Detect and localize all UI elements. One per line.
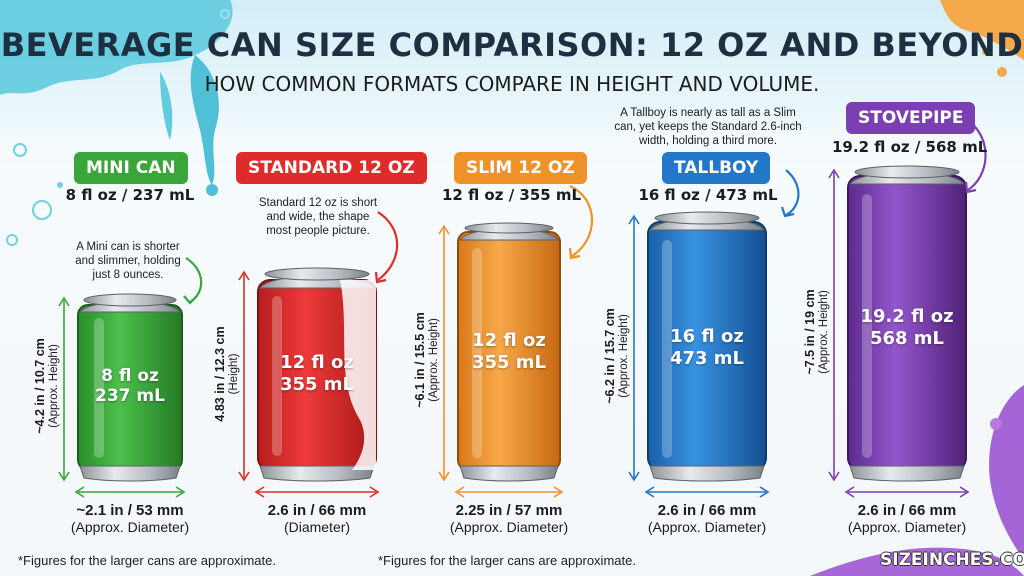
slim-can-diameter-caption: (Approx. Diameter)	[449, 519, 569, 535]
standard-can-diameter-value: 2.6 in / 66 mm	[267, 502, 367, 519]
footnote-right: *Figures for the larger cans are approxi…	[378, 553, 636, 568]
diameter-arrows	[74, 486, 970, 498]
stovepipe-diameter: 2.6 in / 66 mm (Approx. Diameter)	[832, 502, 982, 536]
tallboy-can-graphic	[647, 211, 767, 482]
tallboy-label-oz: 16 fl oz	[670, 326, 744, 347]
slim-can-height-caption: (Approx. Height)	[428, 318, 440, 402]
page-subtitle: HOW COMMON FORMATS COMPARE IN HEIGHT AND…	[204, 72, 820, 96]
standard-can-height: 4.83 in / 12.3 cm (Height)	[213, 294, 241, 454]
orange-splash	[940, 0, 1024, 77]
slim-can-graphic	[457, 222, 561, 482]
tallboy-height-caption: (Approx. Height)	[618, 314, 630, 398]
tallboy-label: 16 fl oz 473 mL	[648, 326, 766, 369]
standard-can-badge: STANDARD 12 OZ	[236, 152, 427, 184]
standard-can-diameter-caption: (Diameter)	[283, 519, 351, 535]
tallboy-diameter-caption: (Approx. Diameter)	[647, 519, 767, 535]
mini-can-label-ml: 237 mL	[95, 386, 165, 407]
stovepipe-can-graphic	[847, 165, 967, 482]
stovepipe-label: 19.2 fl oz 568 mL	[848, 306, 966, 349]
height-arrows	[58, 168, 840, 482]
tallboy-note: A Tallboy is nearly as tall as a Slim ca…	[614, 107, 802, 147]
brand-logo: SIZEINCHES.COM	[880, 550, 1024, 570]
tallboy-diameter-value: 2.6 in / 66 mm	[657, 502, 757, 519]
standard-can-height-value: 4.83 in / 12.3 cm	[213, 326, 227, 422]
standard-can-note: Standard 12 oz is short and wide, the sh…	[258, 197, 378, 237]
tallboy-height-value: ~6.2 in / 15.7 cm	[603, 308, 617, 404]
tallboy-diameter: 2.6 in / 66 mm (Approx. Diameter)	[632, 502, 782, 536]
slim-can-badge: SLIM 12 OZ	[454, 152, 587, 184]
slim-can-height: ~6.1 in / 15.5 cm (Approx. Height)	[413, 280, 441, 440]
purple-splash	[810, 385, 1024, 576]
standard-can-label: 12 fl oz 355 mL	[258, 352, 376, 395]
tallboy-label-ml: 473 mL	[669, 347, 745, 369]
mini-can-height-value: ~4.2 in / 10.7 cm	[33, 338, 47, 434]
slim-can-label: 12 fl oz 355 mL	[458, 330, 560, 373]
stovepipe-label-ml: 568 mL	[869, 327, 945, 349]
teal-splash	[0, 0, 233, 246]
slim-can-label-oz: 12 fl oz	[472, 330, 546, 351]
mini-can-diameter-value: ~2.1 in / 53 mm	[76, 502, 184, 519]
stovepipe-badge: STOVEPIPE	[846, 102, 976, 134]
mini-can-note: A Mini can is shorter and slimmer, holdi…	[75, 241, 181, 281]
mini-can-volume: 8 fl oz / 237 mL	[65, 186, 195, 204]
mini-can-label: 8 fl oz 237 mL	[78, 366, 182, 407]
slim-can-label-ml: 355 mL	[471, 351, 547, 373]
stovepipe-height-caption: (Approx. Height)	[818, 290, 830, 374]
slim-can-diameter-value: 2.25 in / 57 mm	[455, 502, 563, 519]
stovepipe-height: ~7.5 in / 19 cm (Approx. Height)	[803, 252, 831, 412]
tallboy-volume: 16 fl oz / 473 mL	[638, 186, 778, 204]
mini-can-diameter: ~2.1 in / 53 mm (Approx. Diameter)	[55, 502, 205, 536]
mini-can-graphic	[77, 293, 183, 482]
mini-can-label-oz: 8 fl oz	[101, 366, 159, 386]
callout-arrows	[183, 121, 987, 305]
standard-can-label-ml: 355 mL	[279, 373, 355, 395]
stovepipe-height-value: ~7.5 in / 19 cm	[803, 289, 817, 375]
standard-can-graphic	[257, 267, 377, 482]
standard-can-label-oz: 12 fl oz	[280, 352, 354, 373]
slim-can-volume: 12 fl oz / 355 mL	[442, 186, 582, 204]
mini-can-height-caption: (Approx. Height)	[48, 344, 60, 428]
footnote-left: *Figures for the larger cans are approxi…	[18, 553, 276, 568]
standard-can-diameter: 2.6 in / 66 mm (Diameter)	[242, 502, 392, 536]
stovepipe-diameter-caption: (Approx. Diameter)	[847, 519, 967, 535]
standard-can-height-caption: (Height)	[228, 353, 240, 395]
stovepipe-label-oz: 19.2 fl oz	[860, 306, 954, 327]
stovepipe-diameter-value: 2.6 in / 66 mm	[857, 502, 957, 519]
stovepipe-volume: 19.2 fl oz / 568 mL	[832, 138, 988, 156]
mini-can-badge: MINI CAN	[74, 152, 188, 184]
tallboy-height: ~6.2 in / 15.7 cm (Approx. Height)	[603, 276, 631, 436]
slim-can-diameter: 2.25 in / 57 mm (Approx. Diameter)	[434, 502, 584, 536]
page-title: BEVERAGE CAN SIZE COMPARISON: 12 OZ AND …	[0, 26, 1024, 64]
mini-can-diameter-caption: (Approx. Diameter)	[70, 519, 190, 535]
tallboy-badge: TALLBOY	[662, 152, 771, 184]
mini-can-height: ~4.2 in / 10.7 cm (Approx. Height)	[33, 306, 61, 466]
slim-can-height-value: ~6.1 in / 15.5 cm	[413, 312, 427, 408]
